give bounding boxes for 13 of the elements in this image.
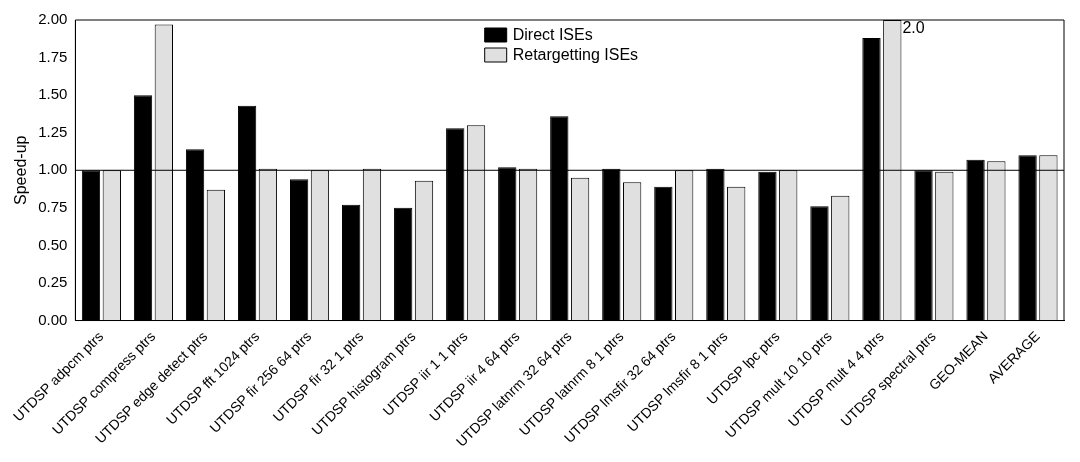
y-tick-label: 1.50 (38, 85, 68, 103)
y-tick-label: 1.75 (38, 47, 68, 65)
y-tick-label: 0.00 (38, 310, 68, 328)
legend-label: Retargetting ISEs (512, 46, 639, 64)
y-tick-label: 0.50 (38, 235, 68, 253)
y-tick-label: 0.75 (38, 197, 68, 215)
y-tick-label: 2.00 (38, 10, 68, 28)
y-axis-title: Speed-up (12, 135, 30, 205)
legend-label: Direct ISEs (512, 26, 593, 44)
y-tick-label: 1.00 (38, 160, 68, 178)
data-label: 2.0 (902, 19, 925, 37)
y-tick-label: 1.25 (38, 122, 68, 140)
y-tick-label: 0.25 (38, 273, 68, 291)
